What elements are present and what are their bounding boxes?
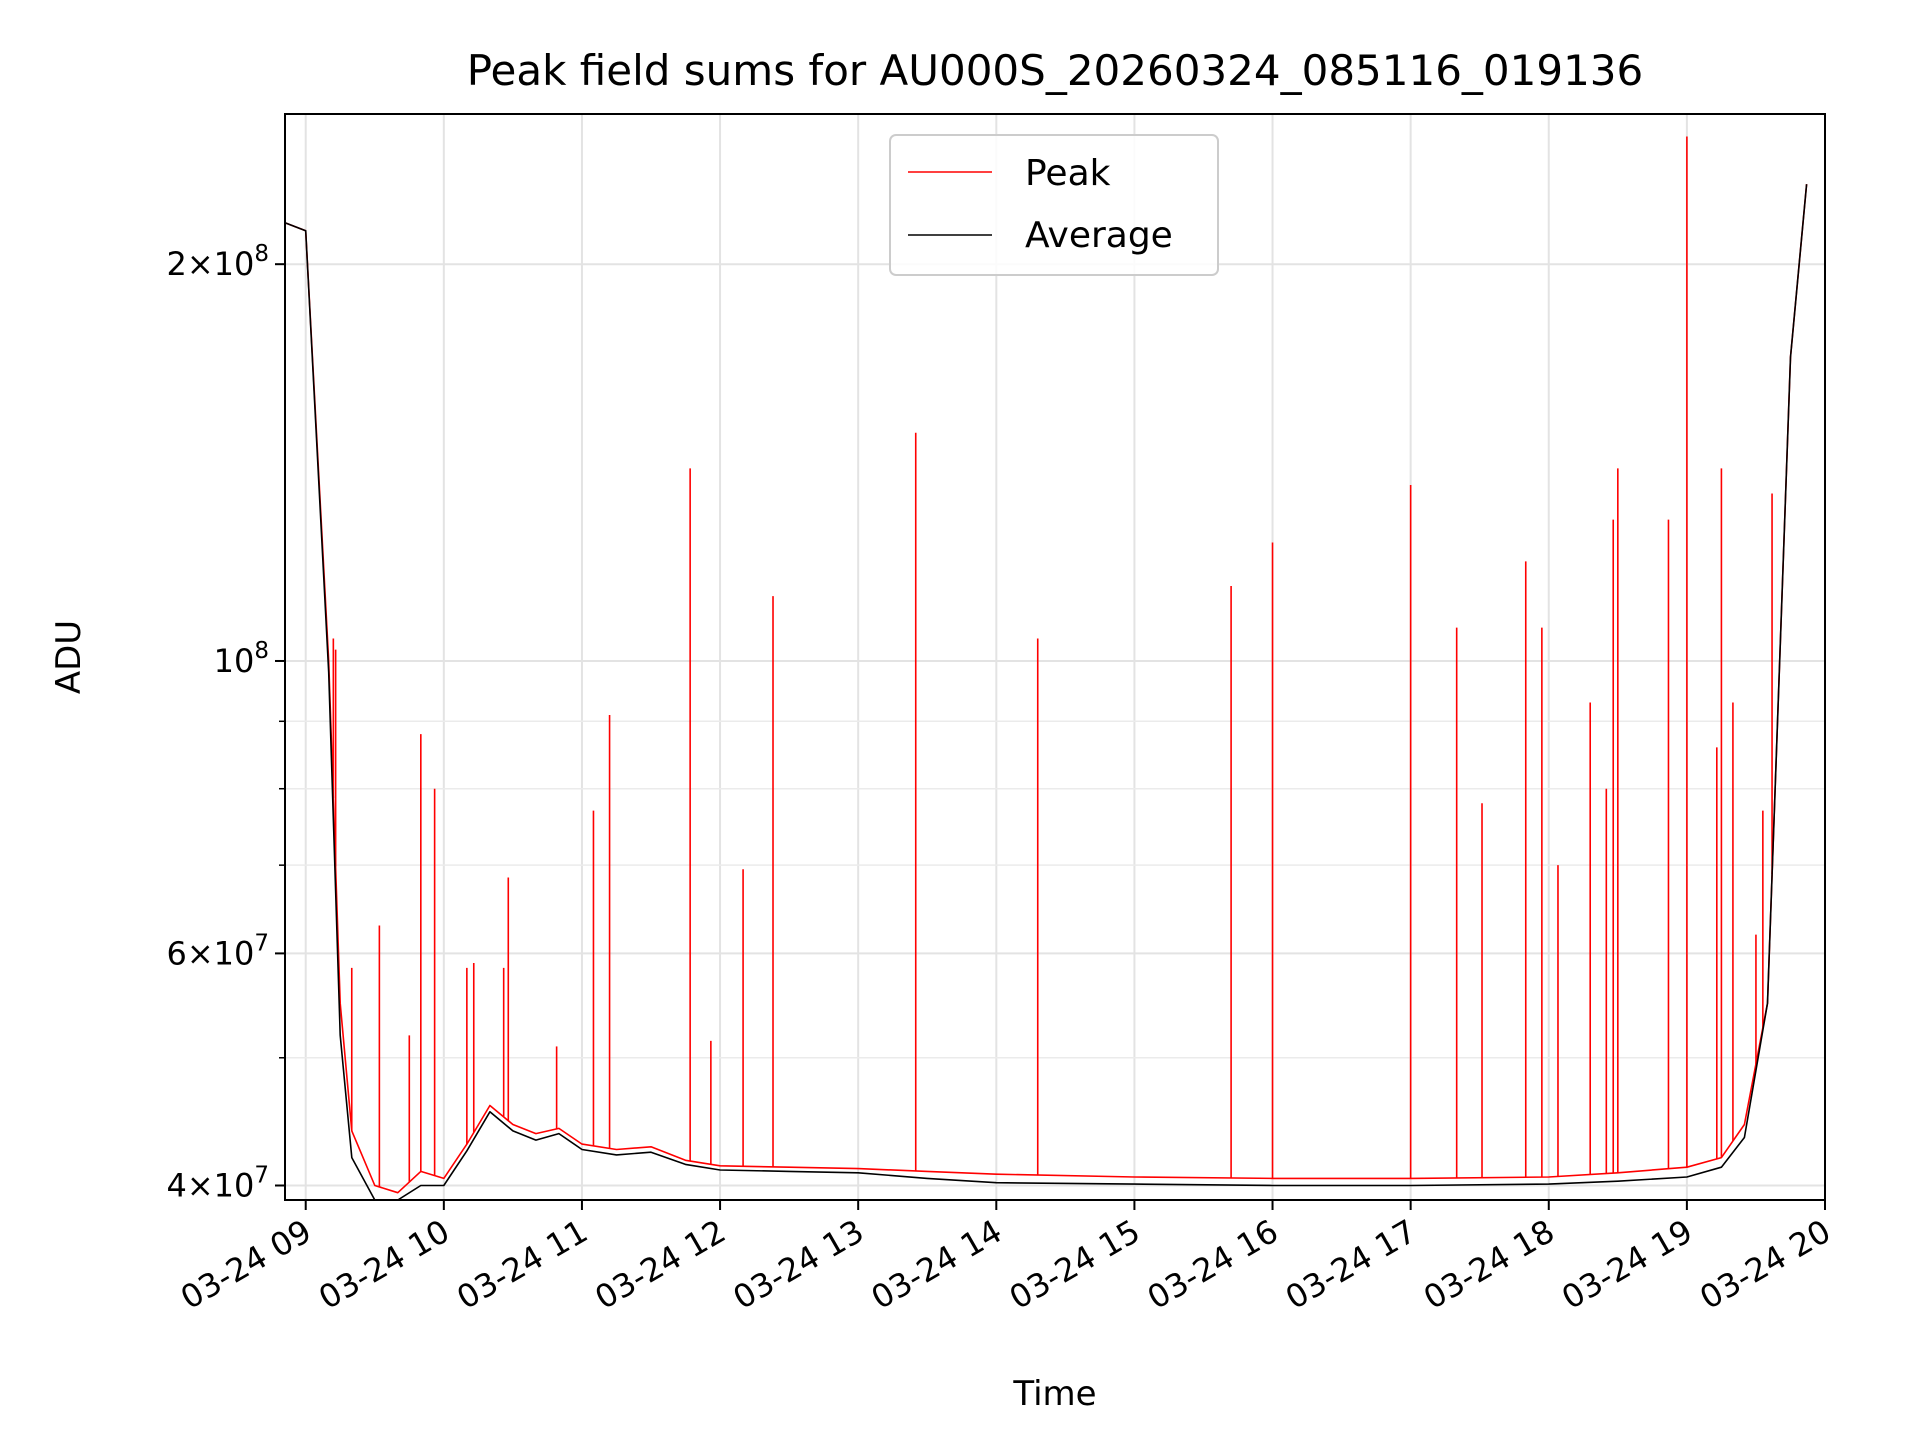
y-tick-base: 2×10 — [166, 245, 254, 283]
plot-lines — [285, 136, 1808, 1200]
legend-peak-label: Peak — [1025, 153, 1111, 194]
series-line-peak — [285, 184, 1808, 1194]
y-tick-label: 4×107 — [166, 1163, 269, 1205]
y-tick-base: 4×10 — [166, 1167, 254, 1205]
series-line-average — [285, 184, 1808, 1200]
legend: Peak Average — [889, 134, 1219, 276]
legend-average-label: Average — [1025, 215, 1173, 256]
y-tick-exponent: 8 — [254, 241, 269, 267]
y-axis-label: ADU — [49, 620, 89, 694]
chart-title: Peak field sums for AU000S_20260324_0851… — [467, 46, 1644, 95]
y-tick-label: 108 — [214, 638, 269, 680]
y-tick-exponent: 7 — [254, 930, 269, 956]
legend-box — [889, 134, 1219, 276]
y-tick-exponent: 7 — [254, 1163, 269, 1189]
plot-frame — [284, 113, 1826, 1201]
x-axis-label: Time — [1012, 1374, 1096, 1414]
y-tick-base: 6×10 — [166, 934, 254, 972]
y-tick-base: 10 — [214, 642, 255, 680]
y-tick-label: 2×108 — [166, 241, 269, 283]
y-tick-label: 6×107 — [166, 930, 269, 972]
y-tick-exponent: 8 — [254, 638, 269, 664]
